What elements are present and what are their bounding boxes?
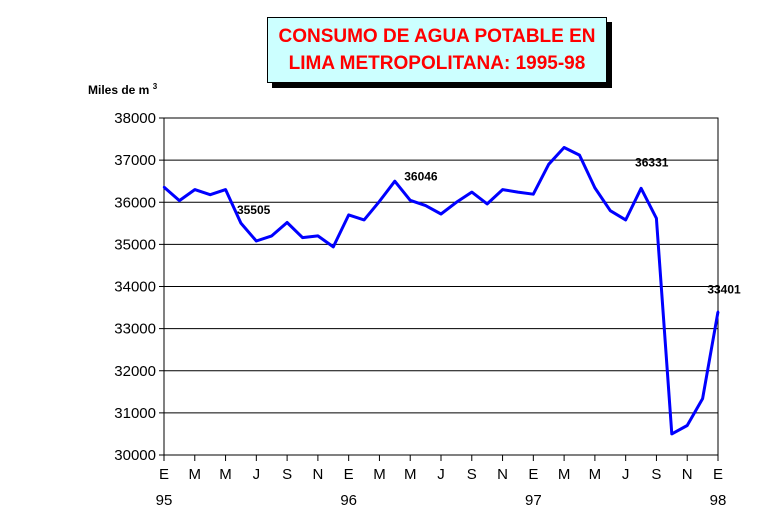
y-tick-label: 31000 bbox=[114, 405, 156, 422]
y-tick-label: 34000 bbox=[114, 279, 156, 296]
data-point bbox=[578, 153, 581, 157]
chart-title-line-1: CONSUMO DE AGUA POTABLE EN bbox=[278, 26, 596, 47]
data-point bbox=[701, 397, 704, 400]
data-point bbox=[162, 185, 166, 189]
x-tick-label: M bbox=[558, 466, 571, 483]
data-point bbox=[655, 217, 658, 220]
data-point bbox=[439, 212, 443, 216]
y-axis-label-superscript: 3 bbox=[152, 82, 158, 91]
data-point bbox=[362, 218, 366, 222]
x-tick-label: M bbox=[589, 466, 602, 483]
y-tick-label: 33000 bbox=[114, 321, 156, 338]
chart-title-line-2: LIMA METROPOLITANA: 1995-98 bbox=[288, 53, 586, 74]
data-point bbox=[224, 188, 227, 191]
year-label: 95 bbox=[156, 492, 173, 509]
data-point bbox=[716, 310, 720, 313]
data-label: 36331 bbox=[635, 155, 669, 169]
data-point bbox=[208, 193, 212, 196]
year-label: 97 bbox=[525, 492, 542, 509]
y-tick-label: 30000 bbox=[114, 447, 156, 464]
data-point bbox=[285, 221, 289, 224]
x-tick-label: M bbox=[404, 466, 417, 483]
x-tick-label: M bbox=[219, 466, 232, 483]
x-tick-label: M bbox=[189, 466, 202, 483]
data-point bbox=[609, 209, 612, 212]
x-tick-label: E bbox=[344, 466, 354, 483]
year-label: 98 bbox=[710, 492, 727, 509]
data-point bbox=[639, 187, 643, 190]
x-tick-label: E bbox=[528, 466, 538, 483]
data-point bbox=[316, 234, 320, 238]
x-tick-label: J bbox=[253, 466, 261, 483]
data-point bbox=[239, 221, 243, 225]
data-point bbox=[516, 190, 520, 194]
y-tick-label: 35000 bbox=[114, 236, 156, 253]
data-point bbox=[593, 186, 597, 190]
data-point bbox=[470, 190, 473, 194]
data-point bbox=[532, 193, 535, 196]
x-tick-label: M bbox=[373, 466, 386, 483]
data-point bbox=[301, 236, 304, 239]
data-label: 36046 bbox=[404, 169, 438, 183]
data-point bbox=[393, 179, 397, 183]
x-tick-label: N bbox=[312, 466, 323, 483]
x-tick-label: S bbox=[467, 466, 477, 483]
y-tick-label: 32000 bbox=[114, 363, 156, 380]
data-point bbox=[193, 188, 196, 191]
data-point bbox=[455, 201, 458, 204]
y-axis-label: Miles de m 3 bbox=[88, 82, 157, 97]
x-tick-label: S bbox=[651, 466, 661, 483]
data-point bbox=[424, 204, 427, 207]
x-tick-label: J bbox=[437, 466, 445, 483]
y-tick-label: 37000 bbox=[114, 152, 156, 169]
data-point bbox=[270, 234, 273, 238]
x-tick-label: E bbox=[713, 466, 723, 483]
data-label: 33401 bbox=[707, 283, 741, 297]
x-tick-label: N bbox=[682, 466, 693, 483]
data-point bbox=[409, 199, 412, 202]
data-point bbox=[347, 213, 350, 217]
year-label: 96 bbox=[340, 492, 357, 509]
chart-title-box: CONSUMO DE AGUA POTABLE EN LIMA METROPOL… bbox=[267, 17, 607, 83]
data-point bbox=[255, 239, 258, 243]
x-tick-label: S bbox=[282, 466, 292, 483]
y-axis-label-text: Miles de m bbox=[88, 83, 150, 97]
y-tick-label: 36000 bbox=[114, 194, 156, 211]
data-point bbox=[178, 199, 181, 202]
data-point bbox=[562, 146, 566, 149]
data-point bbox=[686, 424, 689, 427]
y-tick-label: 38000 bbox=[114, 110, 156, 127]
x-tick-label: N bbox=[497, 466, 508, 483]
data-point bbox=[624, 218, 627, 222]
x-tick-label: J bbox=[622, 466, 630, 483]
data-point bbox=[547, 163, 550, 166]
data-point bbox=[670, 432, 674, 436]
data-point bbox=[332, 245, 335, 249]
data-label: 35505 bbox=[237, 203, 271, 217]
data-point bbox=[501, 188, 504, 191]
data-point bbox=[485, 202, 489, 206]
x-tick-label: E bbox=[159, 466, 169, 483]
data-point bbox=[378, 200, 381, 203]
